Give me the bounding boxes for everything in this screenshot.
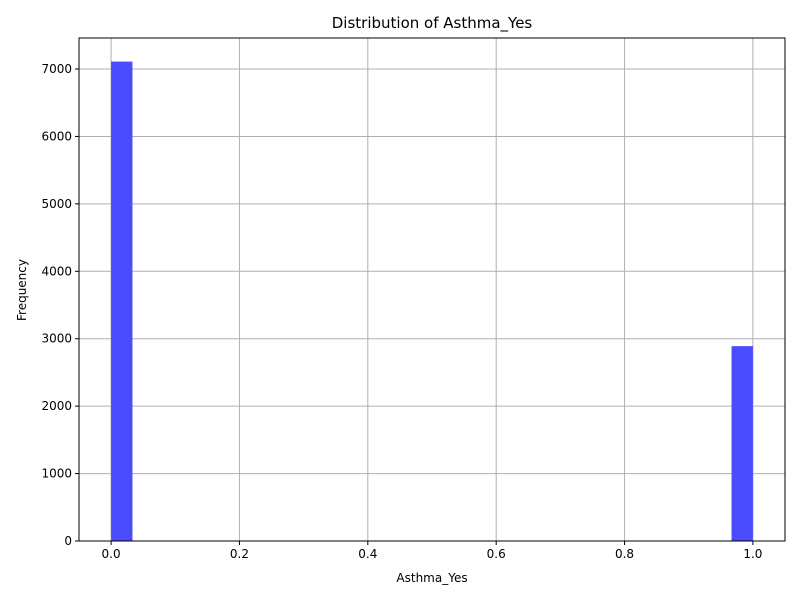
y-axis-label: Frequency <box>15 259 29 321</box>
x-tick-label: 0.6 <box>487 547 506 561</box>
y-tick-label: 5000 <box>41 197 72 211</box>
x-axis-label: Asthma_Yes <box>396 571 467 585</box>
histogram-bar <box>111 61 133 542</box>
chart-title: Distribution of Asthma_Yes <box>332 14 533 33</box>
y-tick-label: 6000 <box>41 129 72 143</box>
x-tick-label: 0.2 <box>230 547 249 561</box>
x-tick-label: 0.4 <box>358 547 377 561</box>
y-tick-label: 1000 <box>41 467 72 481</box>
x-tick-label: 0.8 <box>615 547 634 561</box>
x-tick-label: 1.0 <box>743 547 762 561</box>
y-tick-label: 2000 <box>41 399 72 413</box>
y-tick-label: 7000 <box>41 62 72 76</box>
y-tick-label: 0 <box>64 534 72 548</box>
histogram-bar <box>731 346 753 541</box>
x-tick-label: 0.0 <box>102 547 121 561</box>
grid-layer <box>79 38 785 542</box>
y-tick-label: 3000 <box>41 332 72 346</box>
plot-frame <box>78 37 786 542</box>
y-tick-label: 4000 <box>41 264 72 278</box>
tick-layer: 0.0 0.2 0.4 0.6 0.8 1.0 0 1000 2000 3000 4000 5000 6… <box>41 62 762 561</box>
bar-layer <box>111 61 753 542</box>
